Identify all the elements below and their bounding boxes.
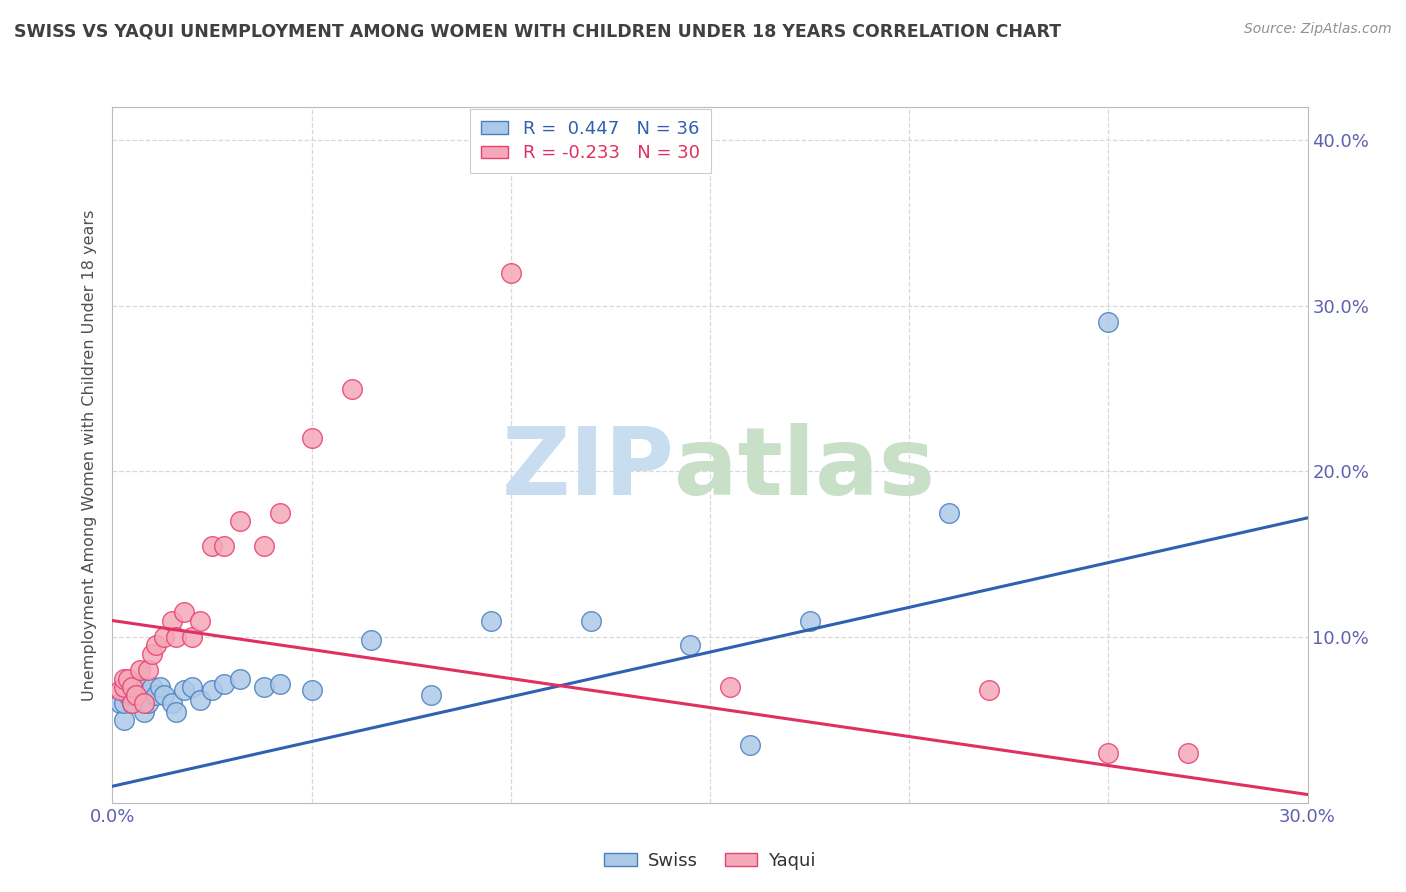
Point bbox=[114, 680, 135, 694]
Point bbox=[173, 605, 195, 619]
Point bbox=[141, 647, 163, 661]
Point bbox=[121, 697, 143, 711]
Point bbox=[125, 680, 148, 694]
Point bbox=[229, 514, 252, 528]
Point bbox=[117, 672, 139, 686]
Point bbox=[153, 688, 176, 702]
Point bbox=[117, 680, 139, 694]
Point bbox=[799, 614, 821, 628]
Point bbox=[114, 713, 135, 727]
Y-axis label: Unemployment Among Women with Children Under 18 years: Unemployment Among Women with Children U… bbox=[82, 210, 97, 700]
Point bbox=[121, 688, 143, 702]
Point bbox=[253, 680, 276, 694]
Point bbox=[340, 382, 363, 396]
Legend: Swiss, Yaqui: Swiss, Yaqui bbox=[598, 845, 823, 877]
Point bbox=[129, 680, 152, 694]
Point bbox=[125, 688, 148, 702]
Point bbox=[420, 688, 443, 702]
Point bbox=[360, 633, 382, 648]
Point bbox=[253, 539, 276, 553]
Point bbox=[145, 688, 167, 702]
Point bbox=[153, 630, 176, 644]
Point bbox=[125, 688, 148, 702]
Text: Source: ZipAtlas.com: Source: ZipAtlas.com bbox=[1244, 22, 1392, 37]
Point bbox=[110, 697, 132, 711]
Point bbox=[129, 663, 152, 677]
Point bbox=[114, 697, 135, 711]
Point bbox=[718, 680, 741, 694]
Text: SWISS VS YAQUI UNEMPLOYMENT AMONG WOMEN WITH CHILDREN UNDER 18 YEARS CORRELATION: SWISS VS YAQUI UNEMPLOYMENT AMONG WOMEN … bbox=[14, 22, 1062, 40]
Point bbox=[181, 680, 204, 694]
Point bbox=[138, 663, 160, 677]
Point bbox=[212, 676, 235, 690]
Point bbox=[301, 431, 323, 445]
Point bbox=[479, 614, 502, 628]
Text: ZIP: ZIP bbox=[502, 423, 675, 515]
Point bbox=[679, 639, 702, 653]
Point bbox=[269, 676, 291, 690]
Point bbox=[149, 680, 172, 694]
Point bbox=[212, 539, 235, 553]
Point bbox=[738, 738, 761, 752]
Point bbox=[141, 680, 163, 694]
Point bbox=[499, 266, 522, 280]
Point bbox=[1097, 315, 1119, 329]
Point bbox=[188, 614, 211, 628]
Point bbox=[165, 630, 187, 644]
Point bbox=[134, 705, 156, 719]
Point bbox=[181, 630, 204, 644]
Point bbox=[938, 506, 960, 520]
Point bbox=[229, 672, 252, 686]
Point bbox=[114, 672, 135, 686]
Point bbox=[110, 683, 132, 698]
Point bbox=[138, 697, 160, 711]
Point bbox=[173, 683, 195, 698]
Point bbox=[201, 683, 224, 698]
Point bbox=[301, 683, 323, 698]
Point bbox=[162, 697, 183, 711]
Point bbox=[579, 614, 602, 628]
Point bbox=[188, 693, 211, 707]
Point bbox=[269, 506, 291, 520]
Point bbox=[145, 639, 167, 653]
Point bbox=[201, 539, 224, 553]
Text: atlas: atlas bbox=[675, 423, 935, 515]
Point bbox=[134, 697, 156, 711]
Point bbox=[117, 688, 139, 702]
Point bbox=[977, 683, 1000, 698]
Point bbox=[121, 697, 143, 711]
Point bbox=[121, 680, 143, 694]
Point bbox=[165, 705, 187, 719]
Point bbox=[162, 614, 183, 628]
Point bbox=[1177, 746, 1199, 760]
Point bbox=[1097, 746, 1119, 760]
